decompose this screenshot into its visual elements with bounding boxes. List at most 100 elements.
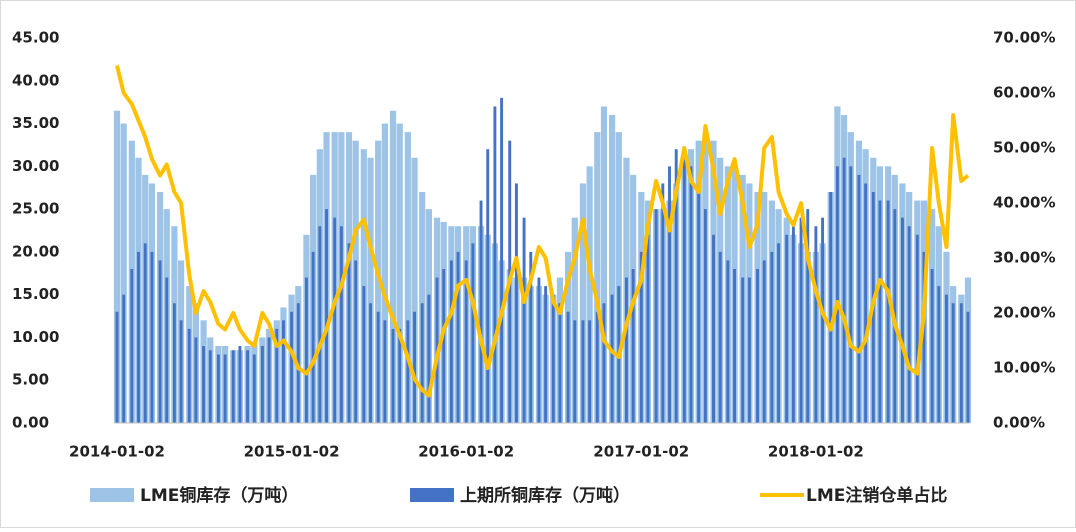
bar <box>223 354 227 423</box>
bar <box>442 269 446 423</box>
y2-tick-label: 50.00% <box>993 139 1055 157</box>
bar <box>411 157 418 423</box>
bar <box>770 251 774 423</box>
bar <box>814 226 818 423</box>
y-tick-label: 40.00 <box>12 71 59 89</box>
bar <box>573 320 577 423</box>
bar <box>420 303 424 423</box>
bar <box>137 251 140 423</box>
bar <box>951 303 955 423</box>
bar <box>857 174 861 423</box>
bar <box>668 166 671 424</box>
bar <box>835 166 839 424</box>
x-tick-label: 2014-01-02 <box>69 443 165 461</box>
legend-swatch <box>90 488 134 502</box>
bar <box>246 350 250 423</box>
bar <box>318 226 322 423</box>
bar <box>915 234 919 423</box>
bar <box>282 320 285 423</box>
bar <box>544 286 548 423</box>
bar <box>216 354 220 423</box>
legend: LME铜库存（万吨） 上期所铜库存（万吨） LME注销仓单占比 <box>90 485 947 506</box>
legend-swatch <box>410 488 454 502</box>
legend-label: LME注销仓单占比 <box>806 485 947 506</box>
bar <box>609 115 616 423</box>
bar <box>383 320 387 423</box>
bar <box>464 260 468 423</box>
y-tick-label: 0.00 <box>12 414 49 432</box>
y-tick-label: 20.00 <box>12 242 59 260</box>
bar <box>579 183 587 423</box>
bar <box>304 277 308 423</box>
bar <box>581 320 585 423</box>
bar <box>785 234 789 423</box>
bar <box>689 166 693 424</box>
bar <box>712 234 715 423</box>
bar <box>799 217 803 423</box>
y2-tick-label: 60.00% <box>993 84 1055 102</box>
bar <box>624 277 628 423</box>
bar <box>369 303 372 423</box>
bar <box>115 311 119 423</box>
x-tick-label: 2015-01-02 <box>244 443 340 461</box>
bar <box>682 157 686 423</box>
bar <box>806 209 810 423</box>
y2-tick-label: 70.00% <box>993 29 1055 47</box>
bar <box>718 251 722 423</box>
bar <box>610 294 614 423</box>
bar <box>339 226 343 423</box>
bar <box>922 251 926 423</box>
bar <box>777 243 781 423</box>
bar <box>354 260 358 423</box>
bar <box>594 132 601 423</box>
bar <box>404 132 411 423</box>
bar <box>362 286 366 423</box>
bar <box>150 251 154 423</box>
bar <box>252 354 256 423</box>
y-tick-label: 15.00 <box>12 285 59 303</box>
bar <box>646 234 650 423</box>
bar <box>661 183 665 423</box>
bar <box>566 311 570 423</box>
x-tick-label: 2017-01-02 <box>593 443 689 461</box>
bar <box>791 226 795 423</box>
bar <box>122 294 126 423</box>
bar <box>381 123 388 424</box>
bar <box>290 311 294 423</box>
bar <box>471 243 475 423</box>
bar <box>500 97 504 423</box>
bar <box>959 303 963 423</box>
bar <box>639 251 643 423</box>
bar <box>456 251 460 423</box>
bar <box>391 328 395 423</box>
bar <box>113 110 121 423</box>
bar <box>406 320 410 423</box>
bar <box>864 183 868 423</box>
bar <box>747 277 751 423</box>
bar <box>586 166 593 424</box>
bar <box>886 200 890 423</box>
plot-area: 0.00 5.00 10.00 15.00 20.00 25.00 30.00 35.00 40… <box>12 29 1055 461</box>
bar <box>945 294 948 423</box>
bar <box>202 346 206 423</box>
bar <box>937 286 941 423</box>
bar <box>375 140 382 423</box>
y-tick-label: 45.00 <box>12 29 59 47</box>
bar <box>537 277 541 423</box>
bar <box>595 311 599 423</box>
y2-tick-label: 40.00% <box>993 194 1055 212</box>
bar <box>208 350 212 423</box>
bar <box>741 277 745 423</box>
bar <box>158 260 162 423</box>
bar <box>522 217 526 423</box>
y2-tick-label: 20.00% <box>993 304 1055 322</box>
y-tick-label: 5.00 <box>12 371 49 389</box>
bar <box>756 269 759 423</box>
bar <box>347 243 351 423</box>
bar <box>187 328 191 423</box>
bar <box>849 166 853 424</box>
bar <box>143 243 147 423</box>
line <box>115 65 970 398</box>
bar <box>878 200 882 423</box>
